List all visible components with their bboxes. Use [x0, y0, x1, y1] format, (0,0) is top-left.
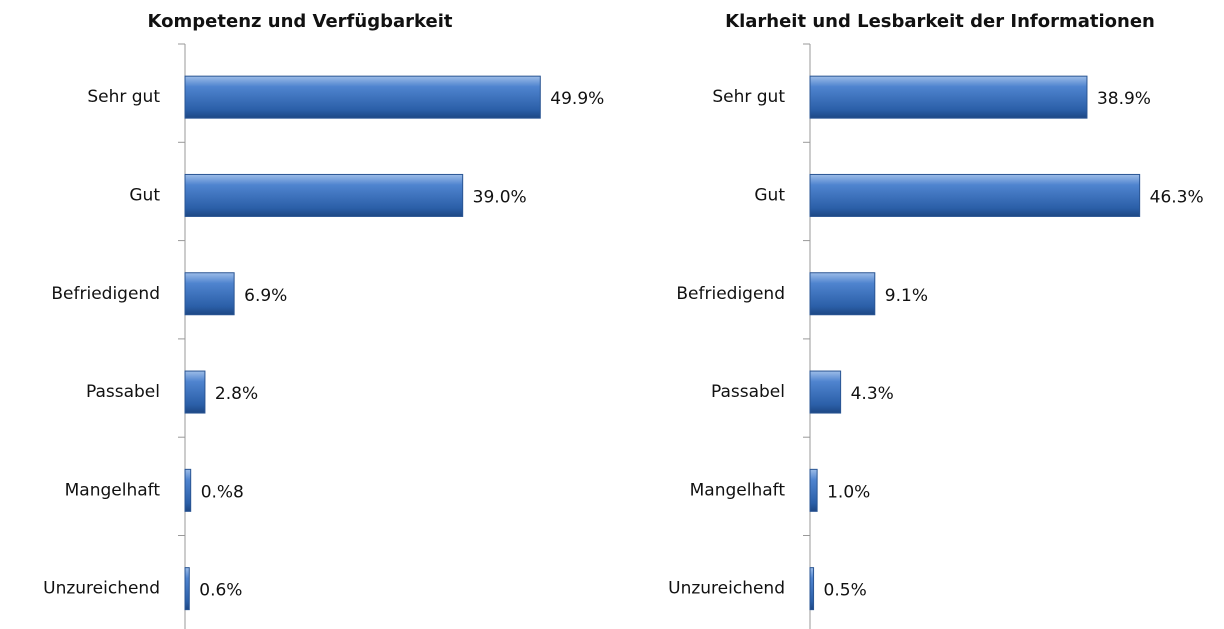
category-label: Gut: [754, 185, 785, 205]
bar: [809, 567, 815, 611]
chart-title: Kompetenz und Verfügbarkeit: [148, 11, 453, 32]
chart-title: Klarheit und Lesbarkeit der Informatione…: [725, 11, 1155, 32]
value-label: 38.9%: [1097, 89, 1151, 109]
bar: [809, 370, 842, 414]
value-label: 39.0%: [473, 187, 527, 207]
bar: [184, 75, 541, 119]
category-label: Befriedigend: [51, 284, 160, 304]
bar: [184, 173, 464, 217]
category-label: Passabel: [86, 382, 160, 402]
category-label: Sehr gut: [712, 87, 785, 107]
value-label: 9.1%: [885, 286, 928, 306]
category-label: Passabel: [711, 382, 785, 402]
bar: [809, 173, 1141, 217]
category-label: Befriedigend: [676, 284, 785, 304]
bar: [184, 272, 235, 316]
bar: [184, 370, 206, 414]
category-label: Unzureichend: [43, 579, 160, 599]
category-label: Mangelhaft: [690, 480, 786, 500]
value-label: 46.3%: [1150, 187, 1204, 207]
value-label: 49.9%: [550, 89, 604, 109]
value-label: 4.3%: [851, 384, 894, 404]
value-label: 1.0%: [827, 482, 870, 502]
value-label: 0.%8: [201, 482, 244, 502]
bar: [184, 468, 192, 512]
category-label: Sehr gut: [87, 87, 160, 107]
category-label: Gut: [129, 185, 160, 205]
value-label: 6.9%: [244, 286, 287, 306]
bar: [809, 468, 818, 512]
bar: [184, 567, 190, 611]
value-label: 0.5%: [824, 581, 867, 601]
category-label: Mangelhaft: [65, 480, 161, 500]
category-label: Unzureichend: [668, 579, 785, 599]
bar: [809, 75, 1088, 119]
value-label: 2.8%: [215, 384, 258, 404]
bar: [809, 272, 876, 316]
value-label: 0.6%: [199, 581, 242, 601]
